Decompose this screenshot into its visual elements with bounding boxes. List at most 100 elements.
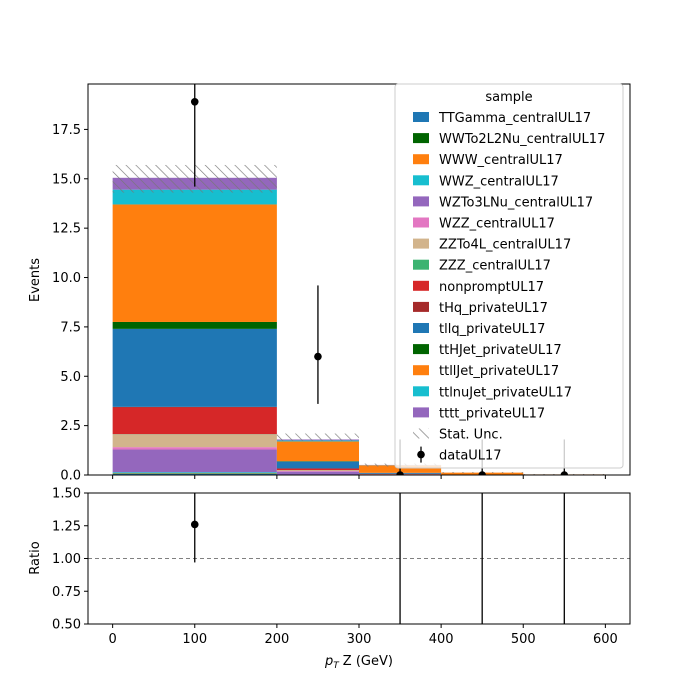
legend-label-thq-privateul17: tHq_privateUL17 [439,301,548,316]
legend-title: sample [485,90,532,105]
legend-swatch-tllq-privateul17 [413,323,429,333]
legend-label-data: dataUL17 [439,449,502,464]
legend-label-ttgamma-centralul17: TTGamma_centralUL17 [438,111,591,126]
bar-wwz-centralul17-bin-0 [112,472,277,474]
data-point-0 [190,97,199,106]
ratio-points [190,493,569,694]
bar-ttlnujet-privateul17-bin-1 [276,440,359,442]
bar-ttlljet-privateul17-bin-1 [276,441,359,462]
legend-label-ttlljet-privateul17: ttllJet_privateUL17 [439,364,559,379]
bar-ttlljet-privateul17-bin-0 [112,204,277,322]
ratio-y-tick-label-0: 0.50 [52,618,81,633]
bar-zzto4l-centralul17-bin-0 [112,434,277,448]
bar-tllq-privateul17-bin-0 [112,328,277,407]
x-tick-label-4: 400 [429,632,454,647]
legend-label-stat-unc: Stat. Unc. [439,428,503,443]
data-point-4 [560,471,569,475]
legend-label-tttt-privateul17: tttt_privateUL17 [439,406,545,421]
legend-label-zzz-centralul17: ZZZ_centralUL17 [439,259,551,274]
ratio-y-tick-label-2: 1.00 [52,552,81,567]
main-y-tick-label-4: 10.0 [52,271,81,286]
bar-nonpromptul17-bin-0 [112,407,277,435]
x-tick-label-2: 200 [264,632,289,647]
legend-swatch-www-centralul17 [413,154,429,165]
legend-swatch-wwto2l2nu-centralul17 [413,133,429,144]
x-tick-label-3: 300 [347,632,372,647]
legend-swatch-ttlljet-privateul17 [413,365,429,376]
legend-marker-data [417,450,425,459]
legend-swatch-wzz-centralul17 [413,217,429,228]
main-y-axis-label: Events [28,258,43,302]
legend-label-tthjet-privateul17: ttHJet_privateUL17 [439,343,562,358]
legend-swatch-wwz-centralul17 [413,175,429,186]
ratio-y-axis-label: Ratio [28,541,43,574]
x-axis-label-text: Z (GeV) [343,654,393,669]
ratio-axes-frame [87,492,631,625]
data-point-1 [314,352,322,361]
bar-ttlnujet-privateul17-bin-0 [112,189,277,205]
bar-nonpromptul17-bin-1 [276,468,359,471]
legend-swatch-nonpromptul17 [413,280,429,291]
legend-frame [394,83,624,469]
x-tick-label-6: 600 [593,632,618,647]
legend-label-ttlnujet-privateul17: ttlnuJet_privateUL17 [439,385,572,400]
legend-swatch-thq-privateul17 [413,301,429,312]
stacked-bars [112,177,606,475]
ratio-point-2 [396,686,404,694]
bar-zzto4l-centralul17-bin-1 [276,470,359,472]
x-tick-label-0: 0 [108,632,116,647]
legend-swatch-zzz-centralul17 [413,259,429,270]
legend-label-wwz-centralul17: WWZ_centralUL17 [439,174,559,189]
legend-swatch-tttt-privateul17 [413,407,429,418]
main-y-tick-label-6: 15.0 [52,172,81,187]
main-y-tick-label-3: 7.5 [60,320,81,335]
bar-thq-privateul17-bin-0 [112,406,277,408]
ratio-y-tick-label-3: 1.25 [52,519,81,534]
main-y-tick-label-7: 17.5 [52,123,81,138]
ratio-panel: 0.50 0.75 1.00 1.25 1.50 0 100 200 300 400 500 600… [28,487,631,694]
bar-wzto3lnu-centralul17-bin-0 [112,449,277,473]
x-axis: 0 100 200 300 400 500 600 [108,624,618,647]
x-axis-label-subscript: T [333,661,340,671]
legend-label-www-centralul17: WWW_centralUL17 [439,153,563,168]
legend-label-nonpromptul17: nonpromptUL17 [439,280,544,295]
data-point-2 [396,471,404,475]
legend-swatch-wzto3lnu-centralul17 [413,196,429,207]
legend-swatch-stat-unc [413,428,429,439]
ratio-y-tick-label-4: 1.50 [52,487,81,502]
legend-label-tllq-privateul17: tllq_privateUL17 [439,322,545,337]
main-y-tick-label-0: 0.0 [60,469,81,484]
bar-wzz-centralul17-bin-1 [276,471,359,472]
main-panel: 0.0 2.5 5.0 7.5 10.0 12.5 15.0 17.5 Events [28,83,631,484]
bar-tthjet-privateul17-bin-0 [112,321,277,329]
bar-wzto3lnu-centralul17-bin-1 [276,471,359,475]
ratio-point-3 [478,686,486,694]
stat-unc-band-bin-1 [276,433,359,441]
main-y-tick-label-2: 5.0 [60,370,81,385]
legend-label-zzto4l-centralul17: ZZTo4L_centralUL17 [439,238,571,253]
bar-wzz-centralul17-bin-0 [112,447,277,450]
main-y-axis: 0.0 2.5 5.0 7.5 10.0 12.5 15.0 17.5 [52,123,88,484]
main-y-tick-label-1: 2.5 [60,419,81,434]
legend-items: TTGamma_centralUL17 WWTo2L2Nu_centralUL17… [413,111,605,464]
legend-swatch-ttgamma-centralul17 [413,112,429,122]
legend-swatch-zzto4l-centralul17 [413,238,429,249]
ratio-point-4 [561,686,569,694]
legend-swatch-tthjet-privateul17 [413,344,429,355]
bar-tllq-privateul17-bin-1 [276,461,359,469]
x-tick-label-5: 500 [511,632,536,647]
legend-label-wwto2l2nu-centralul17: WWTo2L2Nu_centralUL17 [439,132,605,147]
x-axis-label-prefix: p [324,654,333,669]
main-y-tick-label-5: 12.5 [52,222,81,237]
main-x-ticks [112,475,606,479]
legend-swatch-ttlnujet-privateul17 [413,386,429,397]
ratio-point-0 [190,520,199,529]
x-axis-label: pT Z (GeV) [324,654,393,671]
legend-label-wzto3lnu-centralul17: WZTo3LNu_centralUL17 [439,195,593,210]
legend-label-wzz-centralul17: WZZ_centralUL17 [439,217,555,232]
ratio-y-axis: 0.50 0.75 1.00 1.25 1.50 [52,487,88,633]
ratio-y-tick-label-1: 0.75 [52,585,81,600]
x-tick-label-1: 100 [182,632,207,647]
data-point-3 [478,471,486,475]
